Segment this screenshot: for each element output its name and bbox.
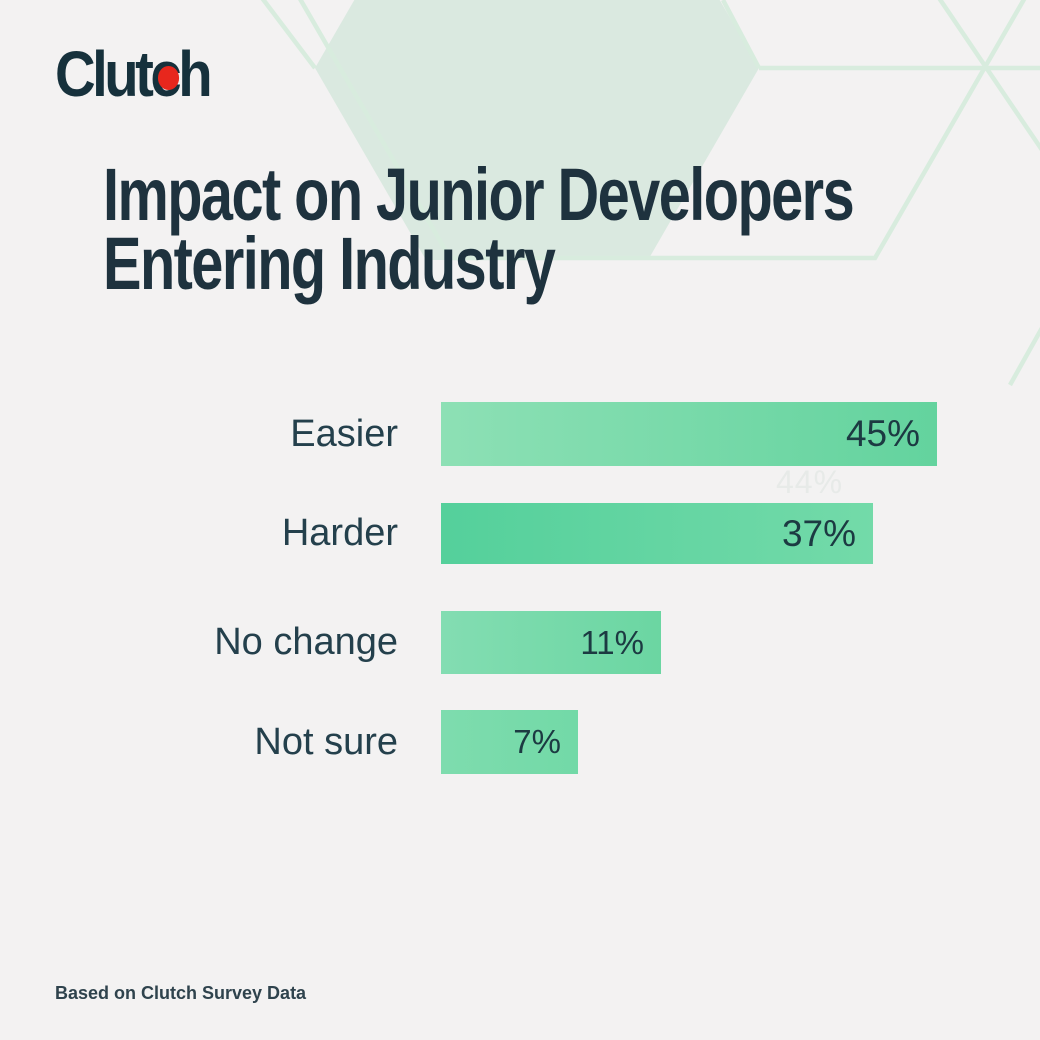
category-label: No change: [214, 621, 398, 663]
chart-row: Not sure 7%: [0, 710, 1040, 774]
chart-row: No change 11%: [0, 611, 1040, 674]
bar: 45%: [441, 402, 937, 466]
logo-text-suffix: h: [178, 38, 212, 110]
value-label: 11%: [580, 624, 644, 661]
category-label: Harder: [281, 512, 398, 554]
chart-row: Easier 45%: [0, 402, 1040, 466]
bar: 37%: [441, 503, 873, 564]
category-label: Easier: [290, 413, 398, 455]
clutch-logo: Clutch: [55, 38, 213, 110]
bar: 11%: [441, 611, 661, 674]
category-label: Not sure: [254, 721, 398, 763]
source-note: Based on Clutch Survey Data: [55, 983, 307, 1003]
logo-c-with-dot: c: [150, 42, 181, 106]
bar: 7%: [441, 710, 578, 774]
page-title: Impact on Junior Developers Entering Ind…: [103, 153, 855, 305]
logo-text-prefix: Clut: [55, 38, 154, 110]
ghost-value-artifact: 44%: [776, 464, 844, 500]
value-label: 7%: [513, 723, 561, 760]
value-label: 45%: [845, 413, 920, 454]
logo-red-dot-icon: [157, 65, 180, 90]
value-label: 37%: [781, 513, 856, 554]
chart-row: Harder 37%: [0, 503, 1040, 564]
